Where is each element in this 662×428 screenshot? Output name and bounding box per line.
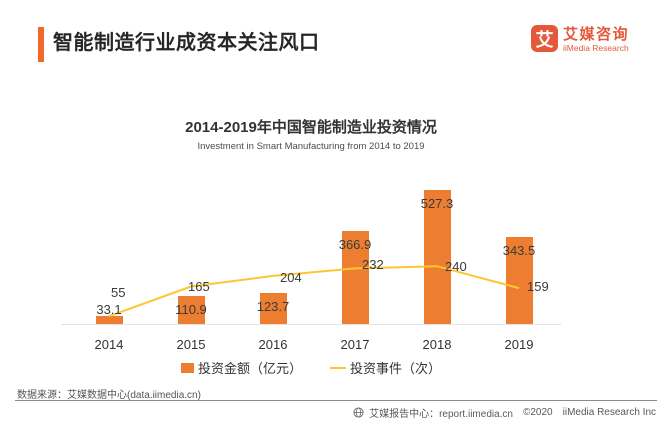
x-axis-label: 2019 [504,337,534,352]
bar-2015 [177,295,205,324]
data-source: 数据来源：艾媒数据中心(data.iimedia.cn) [17,390,201,401]
bar-2014 [95,315,123,324]
bar-2017 [341,230,369,324]
bar-value-label: 33.1 [96,301,122,317]
line-value-label: 55 [111,285,126,301]
x-axis-line [61,324,561,325]
copyright-text: ©2020 [523,407,553,418]
x-axis-label: 2018 [422,337,452,352]
chart-title: 2014-2019年中国智能制造业投资情况 [185,119,437,136]
legend-label-investment-amount: 投资金额（亿元） [197,361,302,376]
line-series [108,265,520,318]
legend-item-investment-events: 投资事件（次） [330,358,441,377]
plot-area: 33.1 110.9 123.7 366.9 527.3 343.5 55 165 204 232… [68,180,560,352]
line-value-label: 232 [362,257,384,273]
brand-logo-text: 艾媒咨询 iiMedia Research [563,25,629,53]
title-accent-bar [38,27,44,62]
bar-value-label: 123.7 [256,298,290,314]
brand-logo: 艾 艾媒咨询 iiMedia Research [531,25,629,53]
bar-series-marker-icon [180,362,194,373]
x-axis-label: 2014 [94,337,124,352]
bar-value-label: 343.5 [502,242,536,258]
line-series-marker-icon [330,366,346,369]
legend-label-investment-events: 投资事件（次） [350,361,442,376]
globe-icon [353,407,364,418]
bar-2019 [505,236,533,324]
line-value-label: 204 [280,269,302,285]
line-value-label: 165 [188,278,210,294]
chart-subtitle: Investment in Smart Manufacturing from 2… [197,141,425,152]
x-axis-label: 2017 [340,337,370,352]
company-text: iiMedia Research Inc [562,407,656,418]
brand-name-cn: 艾媒咨询 [563,26,630,43]
report-center-text: 艾媒报告中心：report.iimedia.cn [369,409,513,420]
bar-value-label: 366.9 [338,236,372,252]
line-value-label: 240 [445,259,467,275]
bar-2018 [423,190,451,324]
brand-name-en: iiMedia Research [563,43,629,53]
legend-item-investment-amount: 投资金额（亿元） [180,358,302,377]
x-axis-label: 2015 [176,337,206,352]
legend: 投资金额（亿元） 投资事件（次） [0,358,622,377]
x-axis-label: 2016 [258,337,288,352]
bar-2016 [259,292,287,324]
bar-value-label: 527.3 [420,196,454,212]
page-title: 智能制造行业成资本关注风口 [53,32,320,54]
footer-divider [15,400,657,401]
bar-value-label: 110.9 [175,301,207,317]
iimedia-logo-icon: 艾 [531,25,558,52]
footer: 艾媒报告中心：report.iimedia.cn ©2020 iiMedia R… [353,405,656,420]
line-value-label: 159 [527,279,549,295]
